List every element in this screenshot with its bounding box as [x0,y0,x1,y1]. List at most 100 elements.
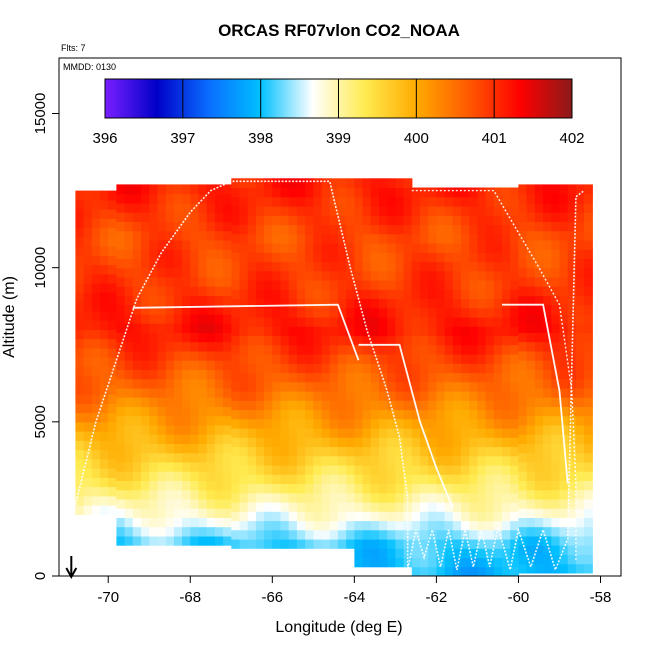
heatmap-cell [551,267,561,278]
heatmap-cell [214,424,224,435]
heatmap-cell [477,252,487,263]
heatmap-cell [141,397,150,407]
heatmap-cell [452,317,462,327]
heatmap-cell [100,394,109,404]
heatmap-cell [534,489,544,500]
heatmap-cell [157,202,167,213]
heatmap-cell [141,517,150,528]
heatmap-cell [239,326,249,337]
heatmap-cell [255,326,265,337]
heatmap-cell [469,326,478,337]
heatmap-cell [575,295,585,306]
heatmap-cell [584,212,593,222]
heatmap-cell [387,233,396,244]
heatmap-cell [411,344,421,355]
heatmap-cell [493,289,503,300]
heatmap-cell [411,557,421,568]
heatmap-cell [543,471,552,481]
heatmap-cell [264,363,273,374]
heatmap-cell [313,363,323,374]
heatmap-cell [510,446,519,457]
heatmap-cell [83,505,93,515]
heatmap-cell [100,505,109,515]
heatmap-cell [91,227,101,238]
heatmap-cell [255,363,265,374]
heatmap-cell [157,480,167,491]
heatmap-cell [559,397,569,407]
heatmap-cell [231,298,241,309]
heatmap-cell [526,387,536,398]
heatmap-cell [157,387,167,398]
heatmap-cell [567,434,577,445]
heatmap-cell [436,391,446,401]
heatmap-cell [510,280,519,290]
heatmap-cell [379,326,388,337]
heatmap-cell [296,344,306,355]
heatmap-cell [305,307,314,318]
heatmap-cell [428,326,437,337]
heatmap-cell [502,224,511,235]
heatmap-cell [329,465,339,475]
heatmap-cell [280,280,290,290]
heatmap-cell [469,548,478,559]
heatmap-cell [387,317,396,327]
heatmap-cell [91,375,101,386]
heatmap-cell [452,511,462,522]
heatmap-cell [313,270,323,281]
heatmap-cell [436,317,446,327]
heatmap-cell [280,529,290,540]
heatmap-cell [379,557,388,568]
heatmap-cell [206,276,216,287]
heatmap-cell [141,184,150,195]
heatmap-cell [518,397,528,407]
heatmap-cell [329,326,339,337]
heatmap-cell [436,261,446,272]
heatmap-cell [214,202,224,213]
heatmap-cell [444,391,454,401]
heatmap-cell [370,261,380,272]
heatmap-cell [231,270,241,281]
date-note: MMDD: 0130 [63,62,116,72]
heatmap-cell [182,313,191,324]
heatmap-cell [502,409,511,420]
heatmap-cell [157,415,167,426]
heatmap-cell [305,280,314,290]
heatmap-cell [526,480,536,491]
heatmap-cell [132,508,142,518]
heatmap-cell [526,221,536,232]
heatmap-cell [428,317,437,327]
heatmap-cell [379,344,388,355]
heatmap-cell [149,286,158,296]
heatmap-cell [313,289,323,300]
heatmap-cell [403,381,413,392]
heatmap-cell [461,428,470,438]
heatmap-cell [534,221,544,232]
heatmap-cell [346,492,355,503]
heatmap-cell [280,354,290,364]
heatmap-cell [83,347,93,358]
heatmap-cell [387,520,396,531]
heatmap-cell [567,397,577,407]
heatmap-cell [551,184,561,195]
heatmap-cell [206,258,216,269]
heatmap-cell [296,483,306,494]
heatmap-cell [411,372,421,383]
heatmap-cell [428,520,437,531]
heatmap-cell [157,397,167,407]
heatmap-cell [223,276,232,287]
heatmap-cell [231,335,241,346]
heatmap-cell [567,461,577,472]
heatmap-cell [108,403,117,414]
heatmap-cell [280,243,290,253]
heatmap-cell [370,548,380,559]
heatmap-cell [354,446,364,457]
heatmap-cell [198,258,208,269]
heatmap-cell [83,486,93,497]
heatmap-cell [239,187,249,198]
heatmap-cell [346,206,355,216]
heatmap-cell [477,354,487,364]
heatmap-cell [157,221,167,232]
heatmap-cell [526,295,536,306]
heatmap-cell [543,221,552,232]
heatmap-cell [313,317,323,327]
